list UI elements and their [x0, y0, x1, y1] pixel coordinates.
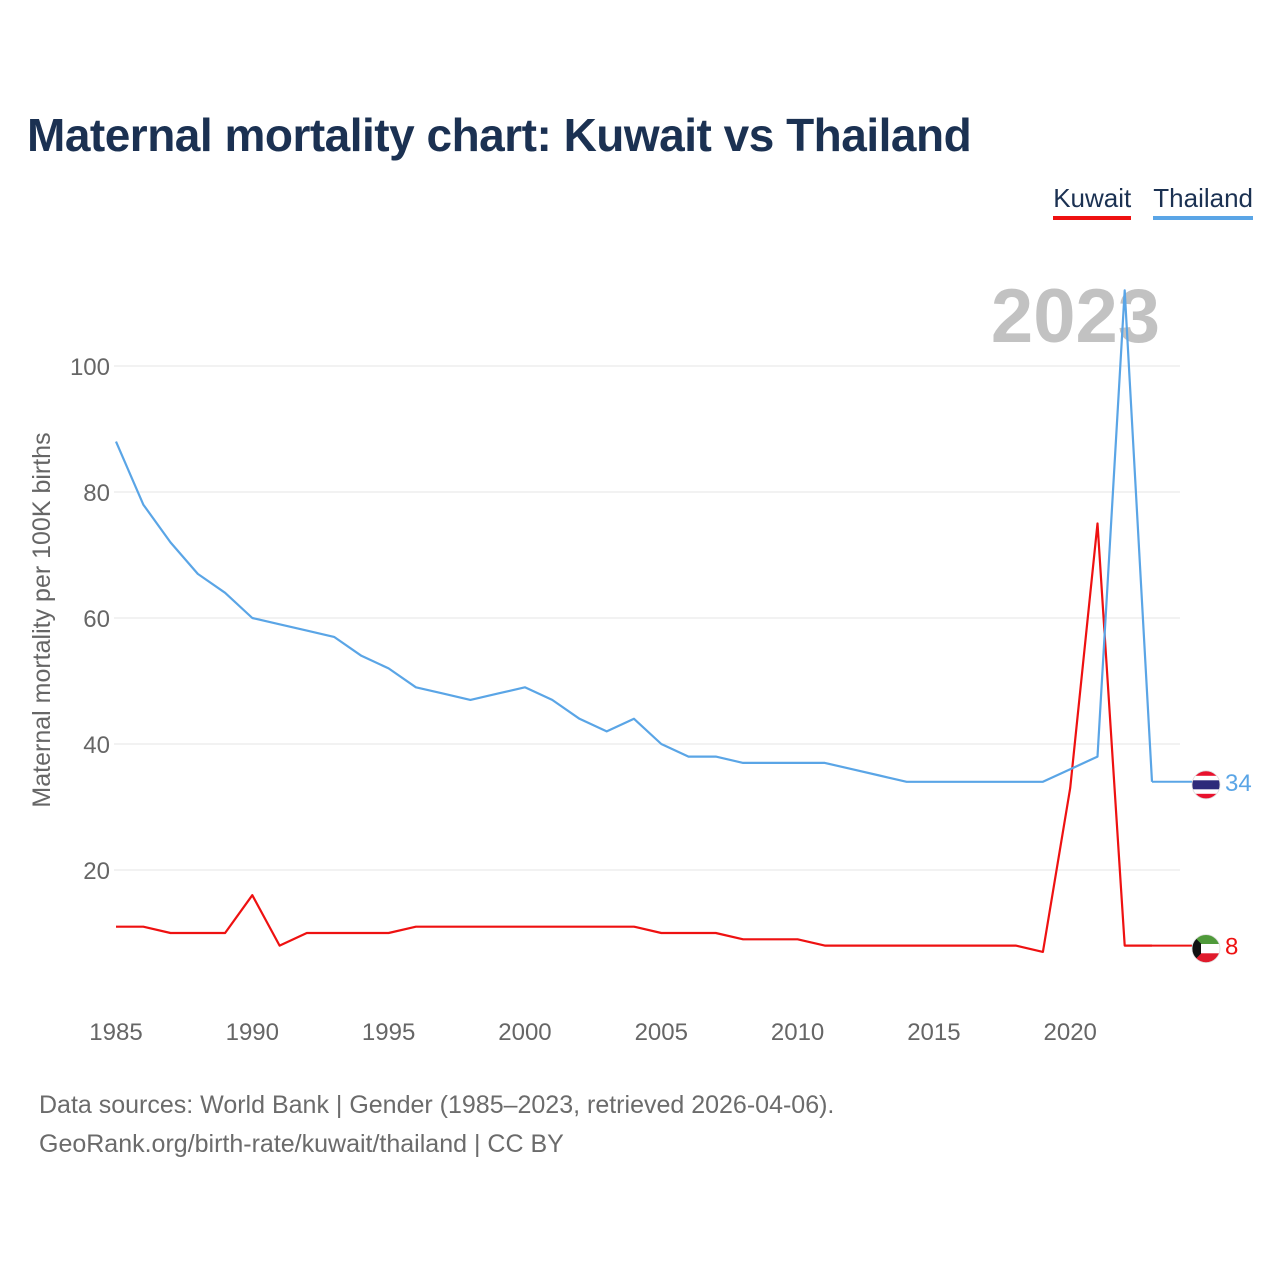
- x-axis-ticks: 1985 1990 1995 2000 2005 2010 2015 2020: [89, 1019, 1097, 1046]
- flag-kuwait-icon: [1191, 934, 1221, 963]
- y-tick-60: 60: [83, 606, 110, 633]
- y-tick-20: 20: [83, 858, 110, 885]
- end-label-kuwait: 8: [1225, 934, 1238, 961]
- footer-attribution: GeoRank.org/birth-rate/kuwait/thailand |…: [39, 1130, 564, 1158]
- year-watermark: 2023: [991, 274, 1160, 359]
- end-markers: 8 34: [1152, 770, 1252, 963]
- x-tick-2010: 2010: [771, 1019, 824, 1046]
- footer-sources: Data sources: World Bank | Gender (1985–…: [39, 1091, 835, 1119]
- gridlines: [114, 365, 1180, 871]
- x-tick-1990: 1990: [226, 1019, 279, 1046]
- series-line-thailand: [114, 289, 1154, 783]
- flag-thailand-icon: [1191, 770, 1221, 800]
- page-title: Maternal mortality chart: Kuwait vs Thai…: [27, 109, 972, 161]
- series-lines: [114, 289, 1154, 954]
- x-tick-2015: 2015: [907, 1019, 960, 1046]
- y-tick-40: 40: [83, 732, 110, 759]
- y-tick-80: 80: [83, 480, 110, 507]
- x-tick-2000: 2000: [498, 1019, 551, 1046]
- x-tick-1985: 1985: [89, 1019, 142, 1046]
- legend-item-thailand[interactable]: Thailand: [1153, 183, 1253, 220]
- x-tick-1995: 1995: [362, 1019, 415, 1046]
- x-tick-2020: 2020: [1044, 1019, 1097, 1046]
- x-tick-2005: 2005: [635, 1019, 688, 1046]
- series-line-kuwait: [116, 522, 1152, 954]
- y-axis-label: Maternal mortality per 100K births: [28, 432, 56, 807]
- end-label-thailand: 34: [1225, 770, 1252, 797]
- legend: Kuwait Thailand: [1053, 183, 1253, 220]
- y-axis-ticks: 20 40 60 80 100: [70, 354, 110, 885]
- y-tick-100: 100: [70, 354, 110, 381]
- footer: Data sources: World Bank | Gender (1985–…: [39, 1086, 834, 1164]
- legend-item-kuwait[interactable]: Kuwait: [1053, 183, 1132, 220]
